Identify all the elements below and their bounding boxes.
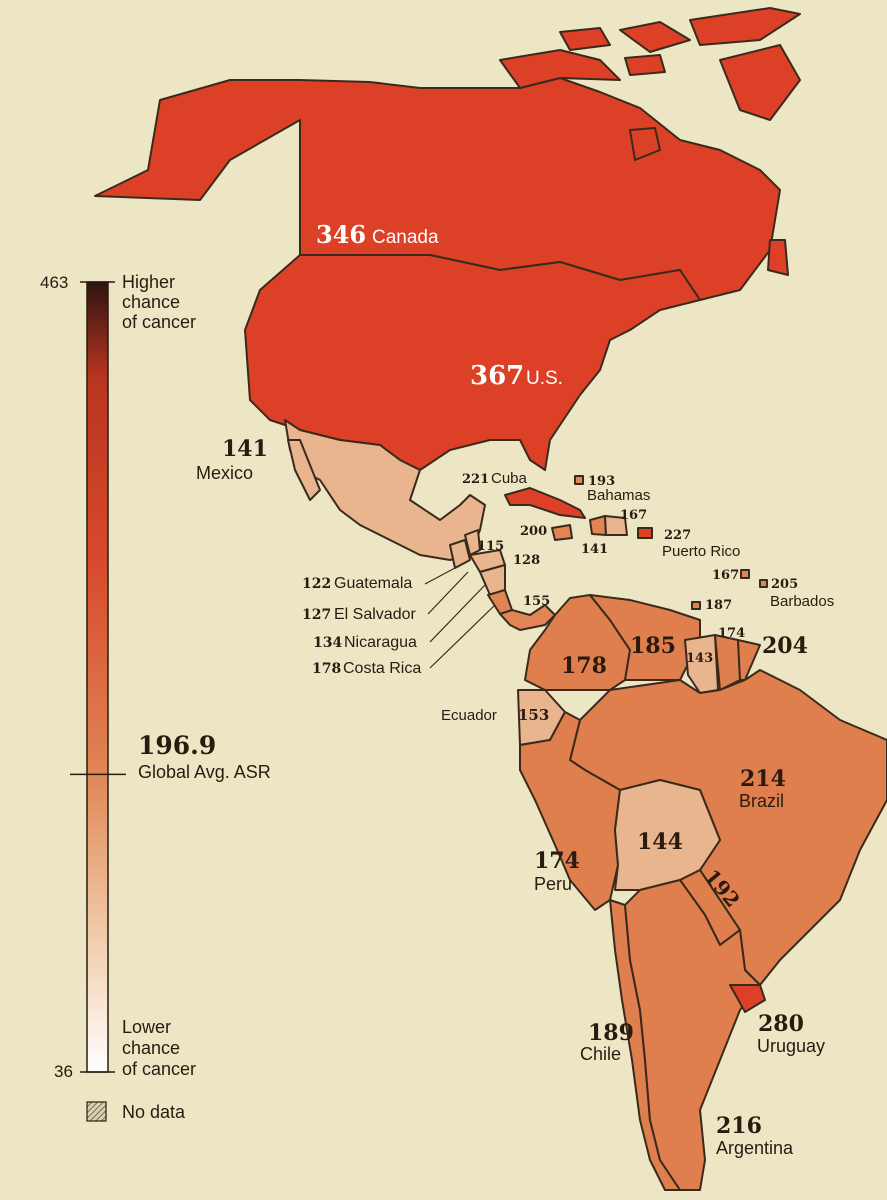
haiti-value: 167 — [620, 508, 647, 523]
dom-rep-shape — [604, 515, 628, 536]
puerto-rico-value: 227 — [664, 528, 691, 543]
canada-name: Canada — [372, 227, 439, 248]
caribbean-region — [504, 475, 768, 610]
canada-island-3 — [619, 21, 691, 53]
suriname-value: 174 — [718, 626, 745, 641]
legend-avg-value: 196.9 — [138, 731, 216, 760]
canada-island-5 — [719, 44, 801, 121]
uruguay-shape — [729, 984, 766, 1013]
costa-rica-name: Costa Rica — [343, 660, 421, 677]
legend: 463 36 Higher chance of cancer Lower cha… — [40, 272, 271, 1122]
nicaragua-leader — [429, 584, 486, 643]
costa-rica-leader — [429, 604, 496, 669]
puerto-rico-shape — [637, 527, 653, 539]
nicaragua-value: 134 — [313, 635, 342, 651]
legend-min-value: 36 — [54, 1062, 73, 1081]
legend-max-value: 463 — [40, 273, 68, 292]
legend-min-caption-1: Lower — [122, 1017, 171, 1037]
cuba-name: Cuba — [491, 470, 528, 487]
no-data-swatch — [86, 1101, 107, 1122]
belize-value: 115 — [477, 539, 504, 554]
canada-island-6 — [624, 54, 666, 76]
ecuador-name: Ecuador — [441, 707, 497, 724]
jamaica-shape — [551, 524, 573, 541]
mexico-name: Mexico — [196, 463, 253, 483]
argentina-name: Argentina — [716, 1138, 794, 1158]
el-salvador-name: El Salvador — [334, 606, 416, 623]
ecuador-value: 153 — [518, 706, 549, 724]
canada-island-1 — [499, 49, 621, 89]
legend-max-caption-2: chance — [122, 292, 180, 312]
uruguay-name: Uruguay — [757, 1036, 825, 1056]
bolivia-value: 144 — [637, 829, 683, 855]
baja-shape — [287, 439, 321, 501]
legend-min-caption-3: of cancer — [122, 1059, 196, 1079]
cuba-shape — [504, 487, 586, 519]
legend-min-caption-2: chance — [122, 1038, 180, 1058]
guatemala-leader — [424, 567, 456, 585]
peru-name: Peru — [534, 874, 572, 894]
venezuela-shape — [589, 594, 701, 681]
mexico-value: 141 — [222, 436, 268, 462]
nicaragua-name: Nicaragua — [344, 634, 417, 651]
barbados-name: Barbados — [770, 593, 834, 610]
guyana-value: 143 — [686, 651, 713, 666]
brazil-value: 214 — [740, 766, 786, 792]
honduras-value: 128 — [513, 553, 540, 568]
belize-shape — [464, 529, 481, 556]
legend-gradient-bar — [86, 281, 109, 1073]
legend-max-caption-1: Higher — [122, 272, 175, 292]
guatemala-value: 122 — [302, 576, 331, 592]
cuba-value: 221 — [462, 472, 489, 487]
st-lucia-value: 167 — [712, 568, 739, 583]
el-salvador-leader — [427, 571, 469, 615]
legend-max-caption-3: of cancer — [122, 312, 196, 332]
bahamas-shape — [574, 475, 584, 485]
haiti-shape — [589, 515, 607, 536]
dom-rep-value: 141 — [581, 542, 608, 557]
el-salvador-value: 127 — [302, 607, 331, 623]
canada-island-8 — [767, 239, 789, 276]
us-value: 367 — [470, 361, 524, 391]
peru-value: 174 — [534, 848, 580, 874]
guatemala-name: Guatemala — [334, 575, 412, 592]
suriname-shape — [714, 634, 741, 691]
jamaica-value: 200 — [520, 524, 547, 539]
barbados-value: 205 — [771, 577, 798, 592]
colombia-value: 178 — [561, 653, 607, 679]
canada-value: 346 — [316, 220, 366, 249]
puerto-rico-name: Puerto Rico — [662, 543, 740, 560]
south-america-region — [517, 594, 887, 1191]
canada-island-2 — [559, 27, 611, 51]
us-name: U.S. — [526, 368, 563, 389]
venezuela-value: 185 — [630, 633, 676, 659]
argentina-shape — [624, 879, 761, 1191]
canada-region — [94, 7, 801, 301]
chile-value: 189 — [588, 1020, 634, 1046]
bahamas-name: Bahamas — [587, 487, 650, 504]
brazil-name: Brazil — [739, 791, 784, 811]
st-lucia-shape — [740, 569, 750, 579]
argentina-value: 216 — [716, 1113, 762, 1139]
canada-island-7 — [629, 127, 661, 161]
trinidad-shape — [691, 601, 701, 610]
mexico-region — [284, 419, 556, 631]
chile-name: Chile — [580, 1044, 621, 1064]
panama-value: 155 — [523, 594, 550, 609]
barbados-shape — [759, 579, 768, 588]
guatemala-shape — [449, 539, 471, 569]
costa-rica-value: 178 — [312, 661, 341, 677]
canada-island-4 — [689, 7, 801, 46]
trinidad-value: 187 — [705, 598, 732, 613]
french-guiana-value: 204 — [762, 633, 808, 659]
mexico-shape — [284, 419, 486, 561]
bahamas-value: 193 — [588, 474, 615, 489]
no-data-label: No data — [122, 1102, 186, 1122]
uruguay-value: 280 — [758, 1011, 804, 1037]
legend-avg-label: Global Avg. ASR — [138, 762, 271, 782]
